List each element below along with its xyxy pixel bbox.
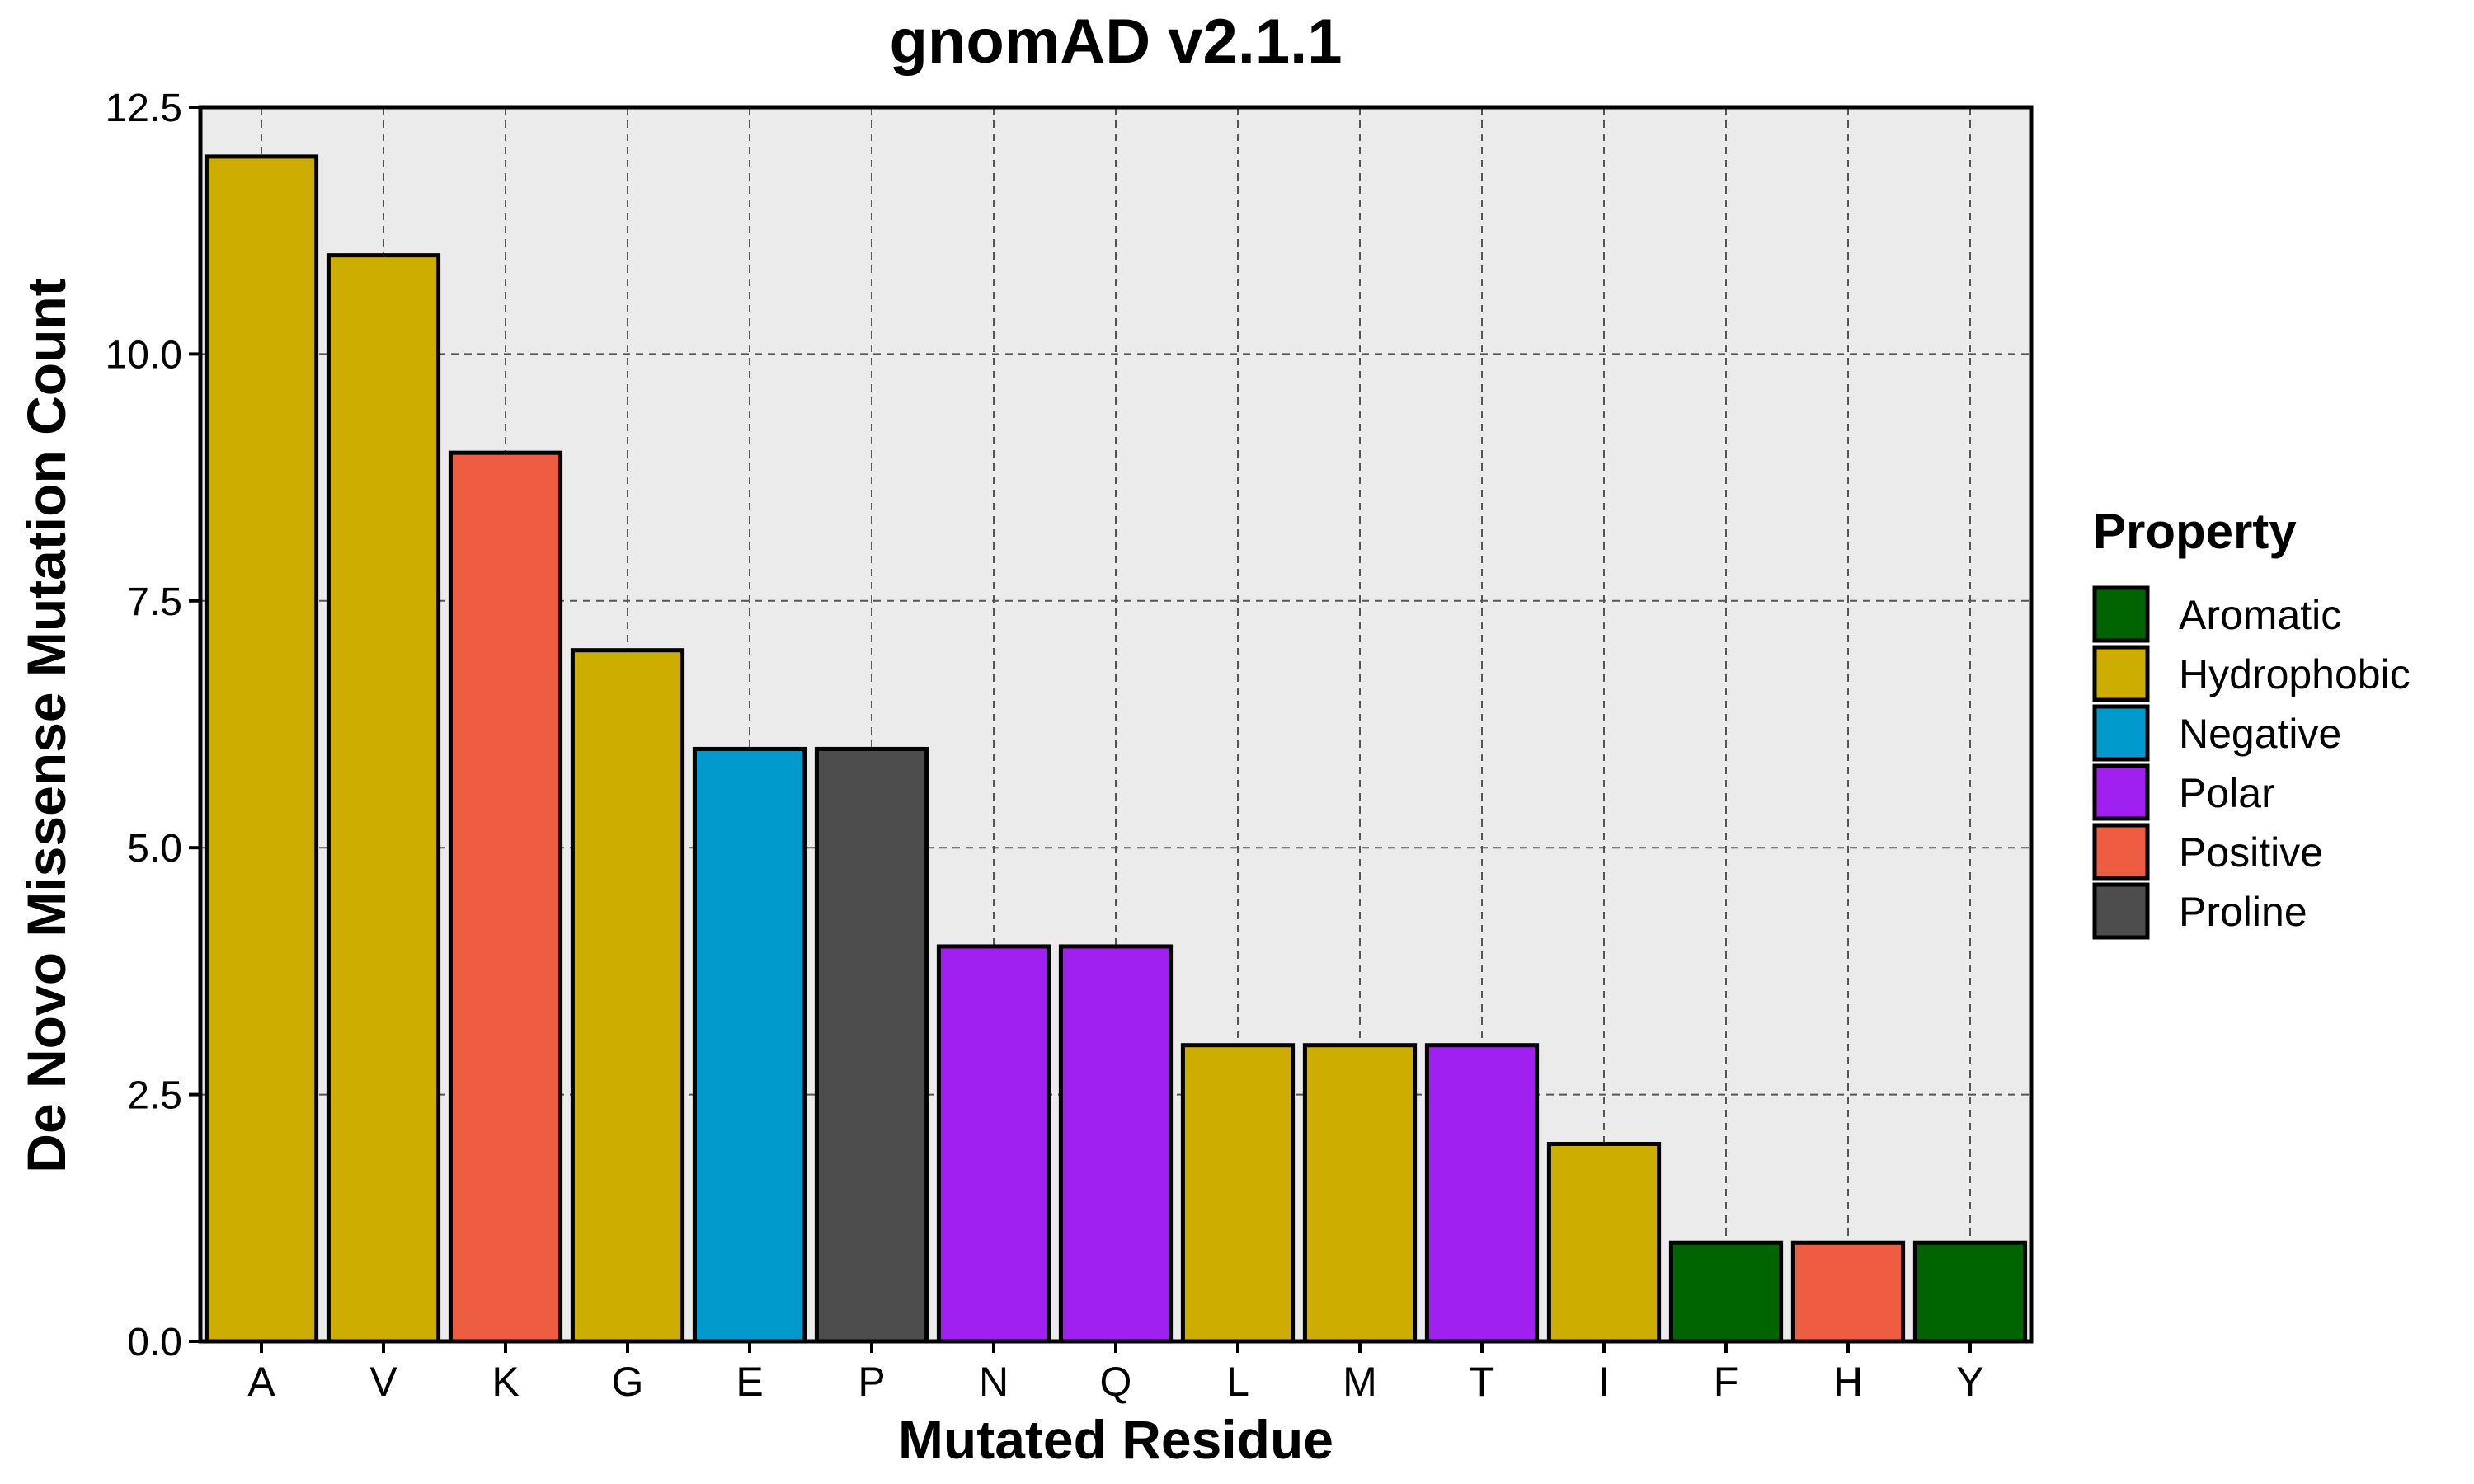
x-tick-label: L xyxy=(1226,1359,1249,1405)
bar-V xyxy=(326,253,441,1344)
y-tick-label: 5.0 xyxy=(127,827,182,871)
x-tick-label: Q xyxy=(1100,1359,1132,1405)
legend-swatch-aromatic xyxy=(2092,585,2150,643)
legend-title: Property xyxy=(2093,504,2297,559)
x-tick-label: G xyxy=(612,1359,644,1405)
x-tick-label: H xyxy=(1833,1359,1863,1405)
legend-swatch-polar xyxy=(2092,763,2150,821)
bars xyxy=(204,154,2028,1344)
bar-Y xyxy=(1912,1240,2028,1344)
x-tick-label: K xyxy=(492,1359,519,1405)
legend: Property Aromatic Hydrophobic Negative Pola… xyxy=(2092,504,2411,940)
y-tick-label: 7.5 xyxy=(127,580,182,624)
x-tick-label: Y xyxy=(1956,1359,1983,1405)
bar-P xyxy=(814,746,929,1344)
chart-title: gnomAD v2.1.1 xyxy=(889,7,1342,77)
legend-label-negative: Negative xyxy=(2179,711,2341,757)
y-tick-label: 2.5 xyxy=(127,1074,182,1118)
bar-A xyxy=(204,154,319,1344)
legend-swatch-negative xyxy=(2092,704,2150,762)
bar-E xyxy=(692,746,807,1344)
legend-label-aromatic: Aromatic xyxy=(2179,592,2341,638)
bar-K xyxy=(448,450,563,1344)
y-tick-label: 12.5 xyxy=(106,87,182,130)
bar-F xyxy=(1668,1240,1784,1344)
x-tick-label: V xyxy=(369,1359,397,1405)
bar-M xyxy=(1302,1043,1418,1344)
x-tick-label: N xyxy=(979,1359,1009,1405)
bar-Q xyxy=(1058,944,1174,1344)
x-tick-label: T xyxy=(1470,1359,1495,1405)
legend-swatch-hydrophobic xyxy=(2092,645,2150,702)
y-axis: 0.0 2.5 5.0 7.5 10.0 12.5 xyxy=(106,87,200,1364)
bar-L xyxy=(1180,1043,1296,1344)
legend-label-positive: Positive xyxy=(2179,829,2323,876)
x-axis-title: Mutated Residue xyxy=(898,1409,1333,1470)
bar-G xyxy=(570,648,685,1344)
x-tick-label: P xyxy=(858,1359,885,1405)
legend-label-polar: Polar xyxy=(2179,770,2275,816)
legend-label-hydrophobic: Hydrophobic xyxy=(2179,651,2411,697)
bar-I xyxy=(1546,1141,1662,1344)
bar-H xyxy=(1790,1240,1906,1344)
y-axis-title: De Novo Missense Mutation Count xyxy=(16,278,77,1172)
x-tick-label: A xyxy=(247,1359,275,1405)
legend-label-proline: Proline xyxy=(2179,889,2307,935)
y-tick-label: 0.0 xyxy=(127,1321,182,1364)
bar-N xyxy=(936,944,1051,1344)
x-tick-label: F xyxy=(1714,1359,1739,1405)
bar-T xyxy=(1424,1043,1540,1344)
x-tick-label: M xyxy=(1343,1359,1377,1405)
x-tick-label: I xyxy=(1598,1359,1610,1405)
y-tick-label: 10.0 xyxy=(106,333,182,377)
legend-swatch-proline xyxy=(2092,882,2150,940)
x-tick-label: E xyxy=(736,1359,763,1405)
legend-swatch-positive xyxy=(2092,823,2150,881)
